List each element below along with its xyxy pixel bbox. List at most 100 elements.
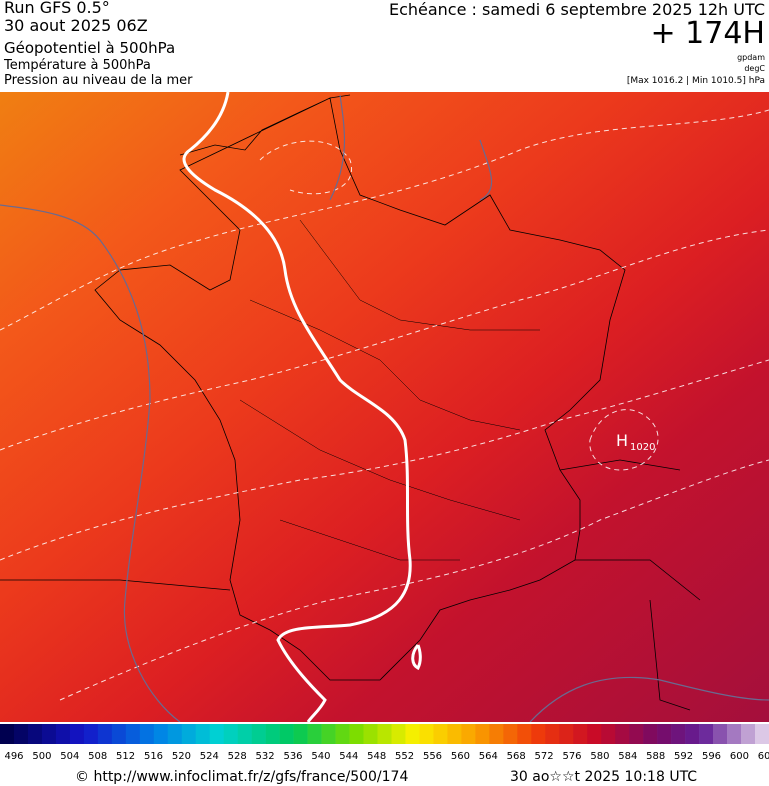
colorbar-label: 596 [702,751,721,762]
colorbar-swatch [699,724,714,744]
colorbar-swatch [97,724,113,744]
colorbar-label: 508 [88,751,107,762]
colorbar-swatch [559,724,574,744]
colorbar-swatch [657,724,672,744]
colorbar-swatch [433,724,448,744]
colorbar-swatch [307,724,322,744]
colorbar-swatch [111,724,127,744]
colorbar-swatch [0,724,15,744]
colorbar-swatch [41,724,57,744]
colorbar-swatch [447,724,462,744]
colorbar-label: 520 [172,751,191,762]
temperature-field [0,92,769,722]
colorbar-swatch [727,724,742,744]
colorbar-swatch [321,724,336,744]
colorbar-label: 568 [507,751,526,762]
colorbar-swatch [685,724,700,744]
run-date: 30 aout 2025 06Z [4,16,148,35]
colorbar-label: 516 [144,751,163,762]
colorbar-swatch [503,724,518,744]
colorbar-swatch [83,724,99,744]
colorbar-label: 592 [674,751,693,762]
colorbar-label: 552 [395,751,414,762]
colorbar-swatch [55,724,71,744]
colorbar-label: 548 [367,751,386,762]
colorbar-swatch [377,724,392,744]
unit-label: degC [744,64,765,73]
colorbar-label: 564 [479,751,498,762]
colorbar-swatch [545,724,560,744]
colorbar-label: 540 [311,751,330,762]
colorbar-label: 584 [618,751,637,762]
run-label: Run GFS 0.5° [4,0,110,17]
colorbar-label: 536 [283,751,302,762]
colorbar-swatch [265,724,280,744]
colorbar-swatch [713,724,728,744]
colorbar-swatch [209,724,225,744]
colorbar-swatch [741,724,756,744]
colorbar-label: 528 [228,751,247,762]
high-pressure-label: H [616,431,628,450]
colorbar-swatch [517,724,532,744]
borders [0,94,701,711]
colorbar-label: 500 [32,751,51,762]
colorbar-swatch [419,724,434,744]
colorbar-swatch [27,724,43,744]
colorbar-swatch [489,724,504,744]
colorbar-label: 588 [646,751,665,762]
unit-label: gpdam [737,53,765,62]
colorbar-label: 496 [4,751,23,762]
colorbar-swatch [755,724,769,744]
colorbar-swatch [587,724,602,744]
colorbar-swatch [475,724,490,744]
colorbar-swatch [405,724,420,744]
colorbar: 496 500 504 508 512 516 520 524 528 532 536 540 544 5… [0,724,769,762]
colorbar-swatch [671,724,686,744]
source-url: © http://www.infoclimat.fr/z/gfs/france/… [75,769,408,785]
colorbar-label: 532 [256,751,275,762]
field-title: Géopotentiel à 500hPa [4,39,175,57]
generated-time: 30 ao☆☆t 2025 10:18 UTC [510,769,697,785]
field-subtitle: Température à 500hPa [3,58,151,73]
field-subtitle: Pression au niveau de la mer [4,73,193,88]
colorbar-swatch [69,724,85,744]
colorbar-swatch [237,724,252,744]
colorbar-swatch [615,724,630,744]
colorbar-label: 600 [730,751,749,762]
colorbar-label: 512 [116,751,135,762]
colorbar-label: 504 [60,751,79,762]
isotherms [0,109,769,701]
colorbar-swatch [279,724,294,744]
geopotential-contour [182,92,422,722]
colorbar-swatch [139,724,155,744]
colorbar-swatch [643,724,658,744]
colorbar-swatch [167,724,183,744]
colorbar-swatch [573,724,588,744]
colorbar-swatch [335,724,350,744]
colorbar-swatch [293,724,308,744]
colorbar-label: 572 [535,751,554,762]
colorbar-label: 524 [200,751,219,762]
colorbar-swatch [13,724,29,744]
colorbar-label: 556 [423,751,442,762]
colorbar-swatch [153,724,169,744]
pressure-range: [Max 1016.2 | Min 1010.5] hPa [627,76,765,86]
colorbar-swatch [349,724,364,744]
colorbar-swatch [391,724,406,744]
map: H 1020 [0,92,769,722]
colorbar-label: 576 [562,751,581,762]
colorbar-swatch [181,724,197,744]
footer: © http://www.infoclimat.fr/z/gfs/france/… [75,769,697,785]
high-pressure-value: 1020 [630,442,655,453]
colorbar-swatch [629,724,644,744]
colorbar-swatch [195,724,211,744]
valid-time: Echéance : samedi 6 septembre 2025 12h U… [389,0,765,19]
colorbar-swatch [223,724,238,744]
colorbar-label: 544 [339,751,358,762]
header: Run GFS 0.5° 30 aout 2025 06Z Géopotenti… [3,0,765,88]
colorbar-label: 604 [758,751,769,762]
colorbar-swatch [601,724,616,744]
colorbar-swatch [461,724,476,744]
colorbar-swatch [125,724,141,744]
